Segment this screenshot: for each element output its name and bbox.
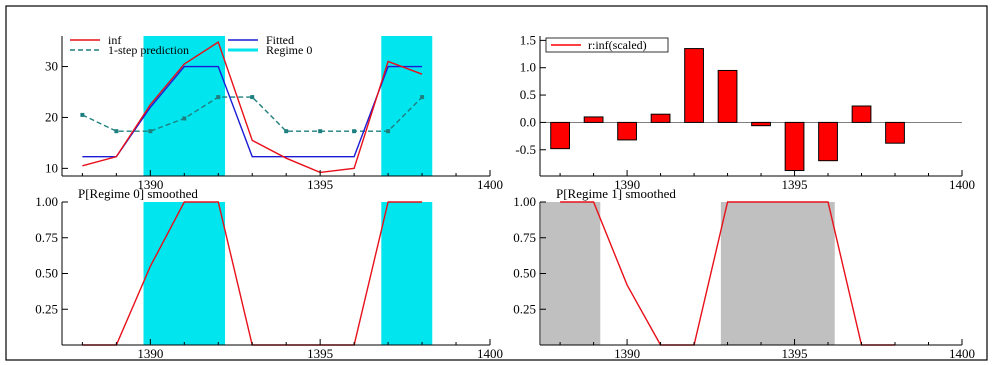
prediction-point xyxy=(318,129,323,134)
regime-band xyxy=(381,202,433,345)
x-tick-label: 1395 xyxy=(307,177,333,192)
residual-bar xyxy=(550,121,570,150)
y-tick-label: 30 xyxy=(45,59,58,74)
x-tick-label: 1400 xyxy=(949,346,975,361)
y-tick-label: 0.75 xyxy=(35,230,58,245)
y-tick-label: 1.00 xyxy=(513,194,536,209)
legend-residual-label: r:inf(scaled) xyxy=(588,38,647,52)
panel-regime-1-probability: 1390 1395 1400 0.25 0.50 0.75 1.00 P[Regime 1] … xyxy=(513,186,975,361)
residual-bar xyxy=(650,113,671,123)
prediction-point xyxy=(284,129,289,134)
x-tick-label: 1395 xyxy=(782,346,808,361)
x-tick-label: 1390 xyxy=(614,346,640,361)
figure-frame xyxy=(5,5,988,361)
x-tick-label: 1390 xyxy=(137,177,163,192)
regime-0-band xyxy=(143,36,226,176)
y-tick-label: 0.0 xyxy=(520,114,536,129)
residual-bar xyxy=(818,121,838,162)
prediction-point xyxy=(420,95,425,100)
x-tick-label: 1395 xyxy=(782,177,808,192)
legend-box xyxy=(545,37,669,53)
y-tick-label: 1.00 xyxy=(35,194,58,209)
inf-line xyxy=(82,41,423,174)
y-tick-label: 0.5 xyxy=(520,87,536,102)
residual-bar xyxy=(617,121,637,141)
residual-bar xyxy=(885,121,905,144)
y-tick-label: 0.50 xyxy=(35,266,58,281)
regime-band xyxy=(541,202,601,345)
regime-band xyxy=(143,202,226,345)
y-tick-label: 0.75 xyxy=(513,230,536,245)
y-tick-label: 0.25 xyxy=(35,301,58,316)
legend-prediction-label: 1-step prediction xyxy=(108,43,189,57)
residual-bar xyxy=(583,116,604,123)
probability-line xyxy=(560,201,896,346)
panel-title: P[Regime 0] smoothed xyxy=(78,186,198,201)
x-tick-label: 1400 xyxy=(949,177,975,192)
residual-bar xyxy=(784,121,805,172)
legend: r:inf(scaled) xyxy=(545,37,669,53)
y-tick-label: 0.50 xyxy=(513,266,536,281)
prediction-point xyxy=(386,129,391,134)
probability-line xyxy=(82,201,423,346)
prediction-line xyxy=(82,96,423,132)
panel-residuals: 1390 1395 1400 1.5 1.0 0.5 0.0 -0.5 r:inf(scaled… xyxy=(515,32,975,192)
prediction-point xyxy=(352,129,357,134)
x-tick-label: 1400 xyxy=(477,346,503,361)
residual-bar xyxy=(751,121,771,127)
residual-bar xyxy=(851,105,872,123)
y-tick-label: 20 xyxy=(45,109,58,124)
y-tick-label: 0.25 xyxy=(513,301,536,316)
prediction-point xyxy=(216,95,221,100)
residual-bar xyxy=(684,48,704,123)
prediction-point xyxy=(80,112,85,117)
x-tick-label: 1395 xyxy=(307,346,333,361)
panel-title: P[Regime 1] smoothed xyxy=(556,186,676,201)
y-tick-label: 10 xyxy=(45,160,58,175)
prediction-point xyxy=(182,116,187,121)
y-tick-label: 1.0 xyxy=(520,60,536,75)
regime-band xyxy=(720,202,835,345)
legend-fitted-label: Fitted xyxy=(266,33,294,47)
panel-regime-0-probability: 1390 1395 1400 0.25 0.50 0.75 1.00 P[Regime 0] … xyxy=(35,186,503,361)
fitted-line xyxy=(82,65,423,158)
regime-0-band xyxy=(381,36,433,176)
y-tick-label: 1.5 xyxy=(520,32,536,47)
residual-bar xyxy=(717,69,738,123)
panel-inf-fitted: 1390 1395 1400 10 20 30 inf Fitted 1-step predic… xyxy=(45,33,503,192)
x-tick-label: 1400 xyxy=(477,177,503,192)
legend: inf Fitted 1-step prediction Regime 0 xyxy=(70,33,312,57)
prediction-point xyxy=(114,129,119,134)
prediction-point xyxy=(250,95,255,100)
x-tick-label: 1390 xyxy=(614,177,640,192)
prediction-point xyxy=(148,129,153,134)
x-tick-label: 1390 xyxy=(137,346,163,361)
legend-regime-0-label: Regime 0 xyxy=(266,43,312,57)
legend-inf-label: inf xyxy=(108,33,121,47)
y-tick-label: -0.5 xyxy=(515,142,536,157)
